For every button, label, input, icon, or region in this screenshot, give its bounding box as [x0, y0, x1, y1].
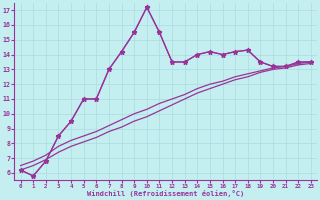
X-axis label: Windchill (Refroidissement éolien,°C): Windchill (Refroidissement éolien,°C) — [87, 190, 244, 197]
